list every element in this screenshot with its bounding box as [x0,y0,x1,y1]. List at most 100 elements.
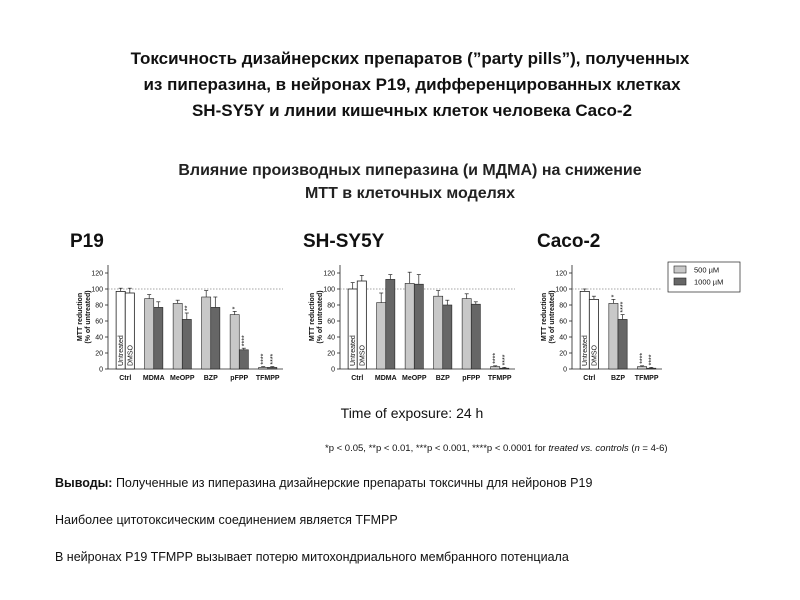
bar [201,296,212,370]
conclusion-text: Полученные из пиперазина дизайнерские пр… [112,476,592,490]
footnote-part: n [635,443,640,454]
bar [499,367,510,370]
bar [181,319,192,370]
bar [267,367,278,370]
y-tick-label: 20 [95,351,103,358]
y-axis-label: MTT reduction [541,293,548,341]
conclusion-label: Выводы: [55,476,112,490]
y-tick-label: 60 [559,319,567,326]
bar [433,295,444,370]
bar [646,367,657,370]
y-tick-label: 80 [327,303,335,310]
significance: **** [640,353,647,364]
significance: **** [620,301,627,312]
x-tick-label: BZP [611,375,625,382]
y-tick-label: 20 [559,351,567,358]
x-tick-label: MeOPP [170,375,195,382]
x-tick-label: BZP [436,375,450,382]
bar [258,367,269,370]
bar [470,303,481,370]
bar [229,314,240,370]
y-tick-label: 60 [95,319,103,326]
x-tick-label: TFMPP [635,375,659,382]
y-tick-label: 40 [559,335,567,342]
bar [404,283,415,370]
title-line: SH-SY5Y и линии кишечных клеток человека… [192,101,632,120]
significance: **** [270,353,277,364]
y-tick-label: 0 [99,367,103,374]
control-label: Untreated [350,335,357,366]
bar [210,307,221,370]
y-tick-label: 100 [323,287,335,294]
x-tick-label: pFPP [462,375,480,382]
control-label: DMSO [127,344,134,366]
bar [608,303,619,370]
bar [490,366,501,370]
footnote: *p < 0.05, **p < 0.01, ***p < 0.001, ***… [325,443,668,454]
significance: * [611,294,618,297]
significance: **** [261,353,268,364]
control-label: DMSO [591,344,598,366]
control-label: Untreated [118,335,125,366]
x-tick-label: TFMPP [488,375,512,382]
significance: * [232,306,239,309]
conclusion: Выводы: Полученные из пиперазина дизайне… [55,476,592,490]
control-label: Untreated [582,335,589,366]
bar [153,307,164,370]
y-tick-label: 120 [555,271,567,278]
chart-title: Caco-2 [537,231,600,252]
x-tick-label: MDMA [143,375,165,382]
y-tick-label: 0 [563,367,567,374]
significance: ** [184,305,191,311]
significance: **** [649,354,656,365]
y-tick-label: 0 [331,367,335,374]
legend-swatch [673,265,687,274]
y-tick-label: 60 [327,319,335,326]
y-tick-label: 80 [95,303,103,310]
legend-label: 1000 µM [694,278,723,287]
title-line: Токсичность дизайнерских препаратов (”pa… [131,49,690,68]
title-line: из пиперазина, в нейронах P19, дифференц… [143,75,681,94]
bar [385,279,396,370]
y-tick-label: 40 [95,335,103,342]
x-tick-label: Ctrl [351,375,363,382]
bar [238,349,249,370]
legend-swatch [673,277,687,286]
y-tick-label: 20 [327,351,335,358]
legend-label: 500 µM [694,266,719,275]
footnote-part: ( [629,443,636,454]
footnote-part: *p < 0.05, **p < 0.01, ***p < 0.001, ***… [325,443,548,454]
bar [413,283,424,370]
x-tick-label: TFMPP [256,375,280,382]
subtitle-line: МТТ в клеточных моделях [305,185,515,202]
y-tick-label: 100 [555,287,567,294]
y-tick-label: 80 [559,303,567,310]
subtitle-line: Влияние производных пиперазина (и МДМА) … [178,162,641,179]
footnote-part: treated vs. controls [548,443,629,454]
chart-title: P19 [70,231,104,252]
conclusion: В нейронах P19 TFMPP вызывает потерю мит… [55,550,569,564]
bar [617,319,628,370]
footnote-part: = 4-6) [640,443,668,454]
x-tick-label: BZP [204,375,218,382]
significance: **** [502,354,509,365]
control-label: DMSO [359,344,366,366]
chart-title: SH-SY5Y [303,231,385,252]
x-tick-label: MDMA [375,375,397,382]
x-tick-label: Ctrl [119,375,131,382]
conclusion: Наиболее цитотоксическим соединением явл… [55,513,398,527]
x-tick-label: MeOPP [402,375,427,382]
y-axis-label: (% of untreated) [85,290,92,343]
bar [637,366,647,370]
y-axis-label: (% of untreated) [549,290,556,343]
y-tick-label: 120 [91,271,103,278]
y-tick-label: 120 [323,271,335,278]
y-axis-label: MTT reduction [309,293,316,341]
x-tick-label: pFPP [230,375,248,382]
bar [376,302,387,370]
exposure: Time of exposure: 24 h [341,405,484,421]
y-axis-label: (% of untreated) [317,290,324,343]
bar [442,304,453,370]
